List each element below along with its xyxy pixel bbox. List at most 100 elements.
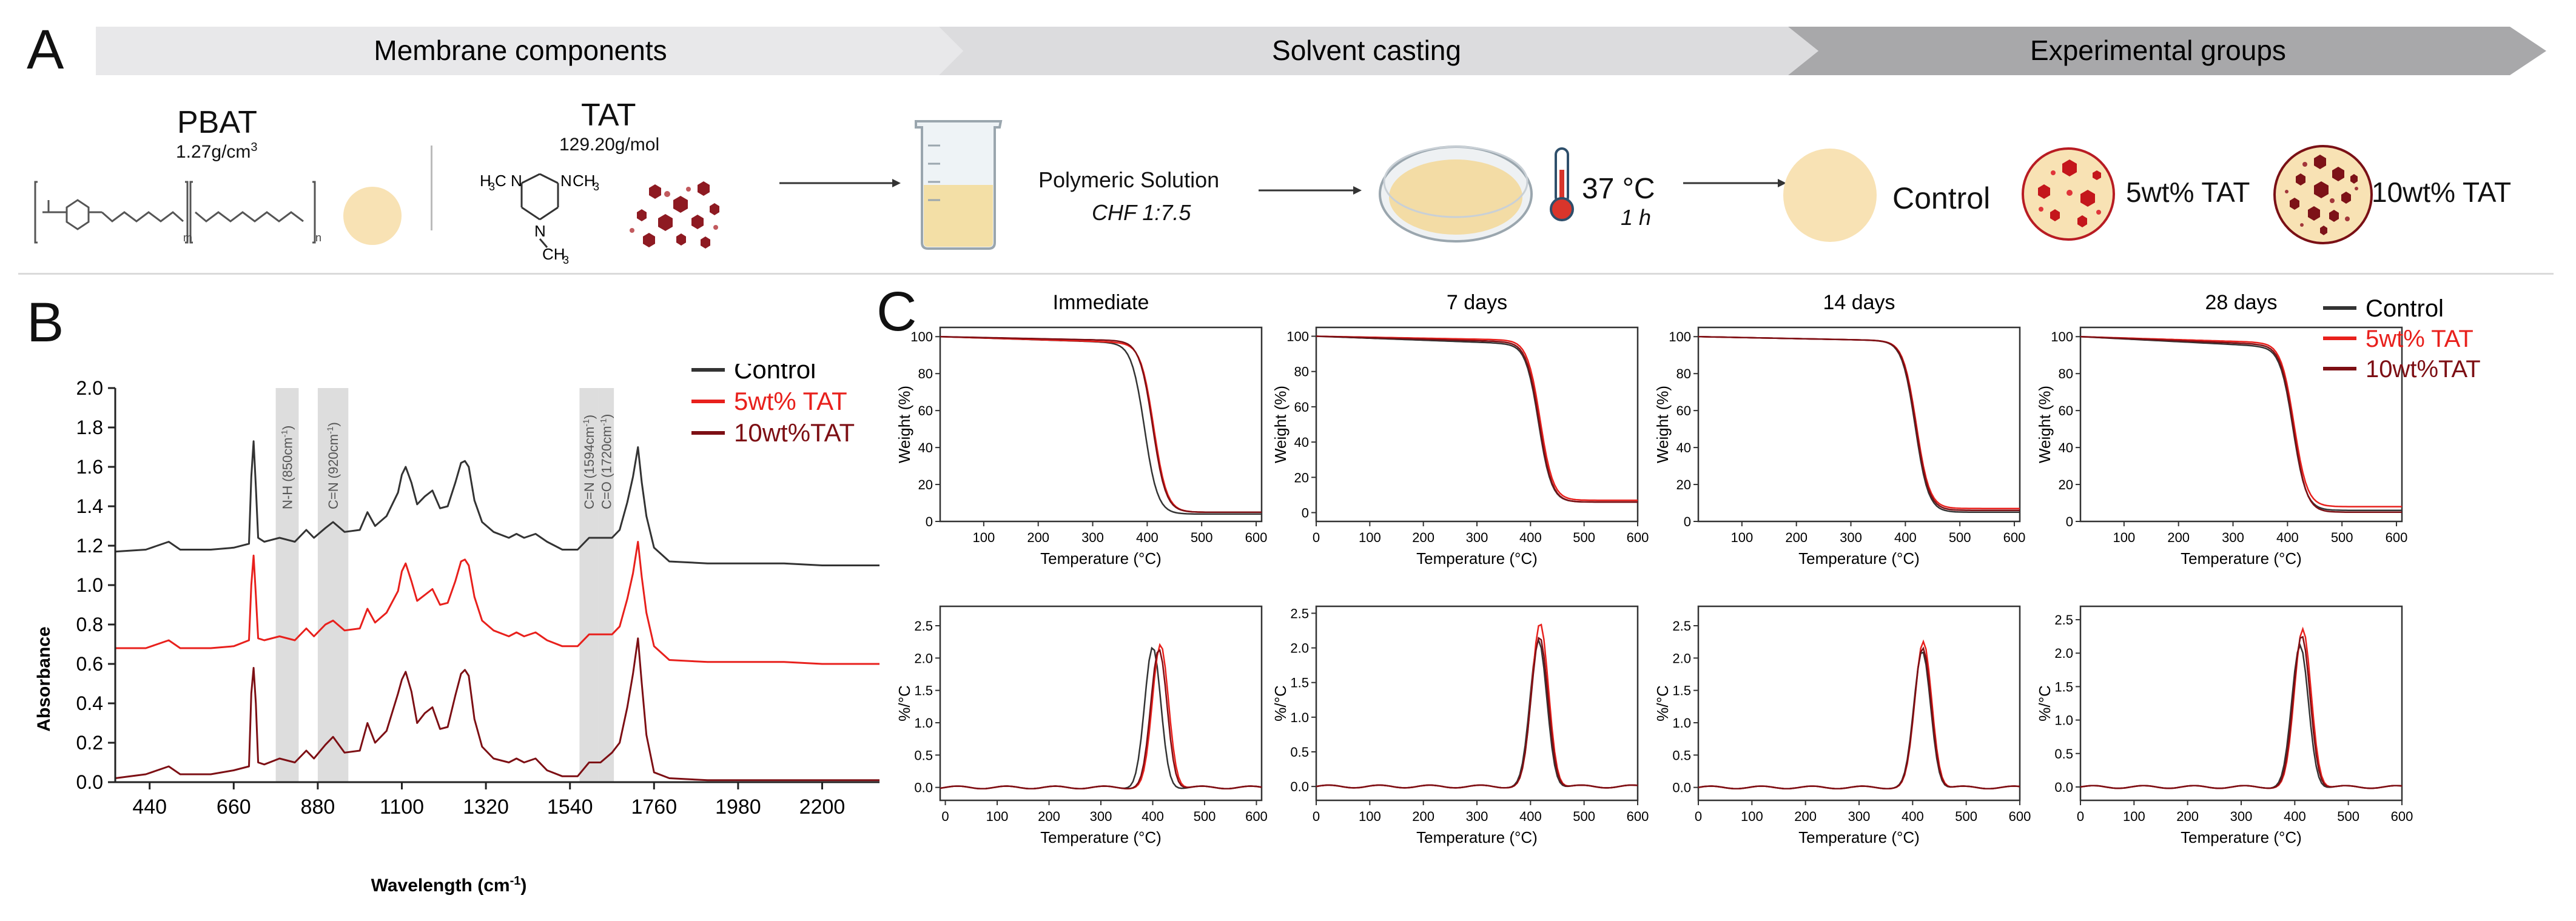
- ftir-xtick-label: 880: [301, 795, 335, 819]
- panel-letter-b: B: [27, 292, 64, 353]
- tga-series-1-3: [940, 335, 1262, 514]
- dtg-ytick-label: 2.0: [1290, 641, 1309, 656]
- ftir-chart: 440 660 880 1100 1320 1540 1760 1980 2200 0.0 0.2 0…: [34, 364, 879, 896]
- ftir-ytick-label: 1.8: [76, 417, 103, 438]
- tga-series-3-1: [1698, 335, 2020, 514]
- ftir-xtick-label: 1980: [715, 795, 761, 819]
- arrow-2: [1259, 186, 1362, 195]
- dtg-ytick-label: 0.5: [914, 748, 933, 763]
- ftir-xtick-label: 1760: [631, 795, 677, 819]
- dtg-ytick-label: 2.5: [1290, 606, 1309, 621]
- tga-column-4: 28 days 100 200 300 400 500 600 0 20 40 60 80 100 Tem…: [2038, 291, 2413, 846]
- dtg-series-1-3: [940, 649, 1262, 790]
- dtg-xtick-label: 600: [1627, 809, 1649, 824]
- dtg-series-1-1: [940, 646, 1262, 790]
- dtg-series-4-2: [2080, 626, 2403, 789]
- tat-molar-mass: 129.20g/mol: [559, 135, 660, 155]
- dtg-xtick-label: 600: [2391, 809, 2413, 824]
- dtg-xtick-label: 0: [1313, 809, 1320, 824]
- dtg-frame-3: [1697, 605, 2021, 802]
- tga-xtick-label: 200: [1785, 530, 1808, 545]
- tga-legend-control: Control: [2366, 297, 2444, 322]
- tga-xtick-label: 200: [2167, 530, 2190, 545]
- ftir-band-label-3: C=N (1594cm-1): [581, 415, 597, 509]
- dtg-xtick-label: 400: [1902, 809, 1924, 824]
- dtg-ytick-label: 0.5: [1672, 748, 1691, 763]
- tga-column-2: 7 days 0 100 200 300 400 500 600 0 20 40 60 80 100 Tem…: [1274, 291, 1649, 846]
- pbat-structure: m n: [34, 181, 321, 244]
- dtg-xtick-label: 500: [1955, 809, 1977, 824]
- tga-xtick-label: 400: [1136, 530, 1159, 545]
- casting-time: 1 h: [1621, 205, 1652, 230]
- banner-step-1: [96, 27, 963, 75]
- ftir-band-label-1: N-H (850cm-1): [280, 426, 295, 509]
- petri-dish-icon: [1379, 146, 1533, 243]
- ftir-ytick-label: 0.4: [76, 692, 103, 714]
- ftir-band-label-4: C=O (1720cm-1): [599, 414, 614, 509]
- svg-text:CH: CH: [542, 245, 565, 263]
- ftir-ytick-label: 1.2: [76, 535, 103, 557]
- tga-ytick-label: 100: [2051, 329, 2073, 344]
- tga-xtick-label: 100: [1731, 530, 1754, 545]
- ftir-legend-tat5: 5wt% TAT: [734, 387, 847, 415]
- dtg-ylabel-3: %/°C: [1656, 685, 1672, 722]
- tga-legend-tat5: 5wt% TAT: [2366, 326, 2473, 352]
- ftir-xtick-label: 1540: [547, 795, 593, 819]
- tga-frame-4: [2079, 326, 2403, 523]
- dtg-xlabel-3: Temperature (°C): [1798, 828, 1920, 846]
- ftir-band-label-2: C=N (920cm-1): [325, 422, 341, 509]
- dtg-series-4-3: [2080, 635, 2403, 789]
- tga-ylabel-2: Weight (%): [1274, 386, 1290, 463]
- svg-text:CH: CH: [573, 172, 596, 190]
- tga-series-2-3: [1316, 335, 1638, 503]
- section-divider: [18, 273, 2554, 275]
- dtg-xtick-label: 0: [1695, 809, 1702, 824]
- panel-letter-c: C: [876, 281, 917, 343]
- tga-ylabel-1: Weight (%): [898, 386, 913, 463]
- ftir-band-4: [598, 388, 614, 782]
- tga-xtick-label: 100: [973, 530, 995, 545]
- dtg-ytick-label: 2.0: [2054, 646, 2073, 661]
- svg-text:n: n: [315, 232, 321, 244]
- dtg-xtick-label: 300: [1466, 809, 1488, 824]
- dtg-ylabel-2: %/°C: [1274, 685, 1290, 722]
- tga-ytick-label: 0: [1684, 514, 1691, 529]
- ftir-xtick-label: 2200: [799, 795, 846, 819]
- tga-title-3: 14 days: [1823, 291, 1895, 314]
- ftir-xlabel: Wavelength (cm-1): [371, 874, 527, 896]
- ftir-xtick-label: 660: [217, 795, 251, 819]
- tga-ytick-label: 80: [918, 366, 933, 381]
- ftir-xtick-label: 1100: [380, 795, 424, 819]
- dtg-series-1-2: [940, 643, 1262, 790]
- dtg-xtick-label: 500: [1194, 809, 1216, 824]
- tga-ytick-label: 0: [2066, 514, 2073, 529]
- dtg-frame-1: [939, 605, 1263, 802]
- control-membrane-disc: [1783, 149, 1877, 242]
- tga-ytick-label: 20: [1294, 470, 1309, 485]
- tga-ytick-label: 100: [1286, 329, 1309, 344]
- dtg-series-3-1: [1698, 651, 2020, 790]
- ftir-ylabel: Absorbance: [34, 626, 54, 731]
- ftir-ytick-label: 1.0: [76, 574, 103, 596]
- dtg-ylabel-1: %/°C: [898, 685, 913, 722]
- tga-xtick-label: 200: [1027, 530, 1049, 545]
- tga-xtick-label: 500: [2331, 530, 2353, 545]
- tga-series-4-3: [2080, 335, 2402, 514]
- tga-ytick-label: 60: [1294, 400, 1309, 415]
- dtg-series-4-1: [2080, 643, 2403, 789]
- tga-area: Immediate 100 200 300 400 500 600 0 20 40 60 80 100 T…: [898, 285, 2560, 916]
- tat-hexagon-cluster: [630, 181, 719, 249]
- tga-series-1-2: [940, 335, 1262, 514]
- tga-ytick-label: 20: [2059, 477, 2073, 492]
- tga-xtick-label: 300: [1081, 530, 1104, 545]
- dtg-frame-2: [1315, 605, 1639, 802]
- tga-series-3-2: [1698, 335, 2020, 509]
- tga-frame-1: [939, 326, 1263, 523]
- dtg-ytick-label: 1.0: [2054, 713, 2073, 728]
- ftir-ytick-label: 1.4: [76, 495, 103, 517]
- dtg-xlabel-2: Temperature (°C): [1416, 828, 1538, 846]
- dtg-ytick-label: 1.5: [2054, 679, 2073, 694]
- tga-ylabel-4: Weight (%): [2038, 386, 2054, 463]
- dtg-ytick-label: 0.0: [2054, 780, 2073, 795]
- dtg-series-2-3: [1316, 636, 1638, 789]
